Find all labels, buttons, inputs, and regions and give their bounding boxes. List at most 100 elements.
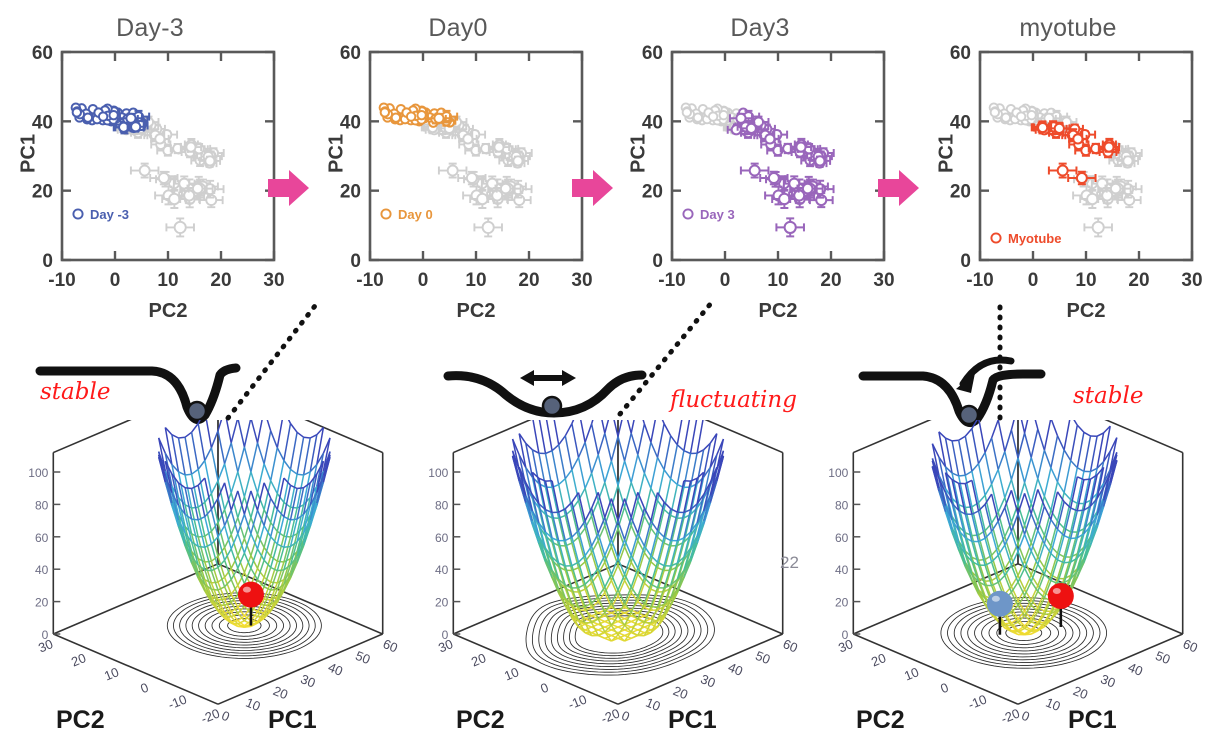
pc2-tick-label: 30 [836,636,855,655]
x-tick-label: 10 [465,270,486,291]
data-point [991,108,999,116]
legend-label: Day 0 [398,207,433,222]
x-tick-label: 10 [767,270,788,291]
progression-arrow-3 [878,168,920,208]
scatter-y-axis-label: PC1 [326,119,349,189]
highlighted-points [728,109,834,237]
scatter-legend: Myotube [991,231,1061,246]
x-tick-label: 20 [820,270,841,291]
data-point [417,111,425,119]
pc1-tick-label: 10 [244,695,263,714]
pc2-tick-label: 20 [469,650,488,669]
scatter-legend: Day -3 [73,207,129,222]
z-tick-label: 60 [835,531,849,545]
pc2-tick-label: -10 [966,692,989,713]
z-tick-label: 100 [828,466,848,480]
data-point [392,113,400,121]
double-arrow-icon [520,370,576,386]
red-marker-ball [1048,583,1074,609]
x-tick-label: 20 [1128,270,1149,291]
x-tick-label: 0 [1028,270,1039,291]
legend-marker-icon [381,209,390,218]
y-tick-label: 0 [652,251,663,272]
progression-arrow-1 [268,168,310,208]
pc2-tick-label: -10 [566,692,589,713]
highlighted-points [1032,121,1119,184]
data-point [1049,164,1077,178]
scatter-y-axis-label: PC1 [936,119,959,189]
x-tick-label: -10 [658,270,685,291]
landscape-pc2-label: PC2 [856,706,905,735]
pc2-tick-label: 0 [538,680,550,697]
pc2-tick-label: 20 [869,650,888,669]
data-point [1017,112,1025,120]
ball-icon [188,402,206,420]
z-tick-label: 80 [35,498,49,512]
data-point [131,164,159,178]
scatter-y-axis-label: PC1 [628,119,651,189]
pc2-tick-label: 30 [436,636,455,655]
pc1-tick-label: 60 [1181,636,1200,655]
z-tick-label: 40 [35,563,49,577]
pc1-tick-label: 0 [1020,708,1032,725]
progression-arrow-2 [572,168,614,208]
landscape-pc2-label: PC2 [56,706,105,735]
z-tick-label: 20 [35,596,49,610]
x-tick-label: 0 [720,270,731,291]
pc1-tick-label: 40 [1126,660,1145,679]
well-label-stable-1: stable [40,379,110,405]
data-point [84,113,92,121]
pc2-tick-label: 20 [69,650,88,669]
data-point [741,164,769,178]
background-points [422,117,532,237]
red-marker-ball [238,582,264,608]
x-tick-label: 20 [210,270,231,291]
z-tick-label: 20 [435,596,449,610]
z-tick-label: 80 [835,498,849,512]
scatter-legend: Day 0 [381,207,432,222]
contour-projection [526,595,714,675]
ball-icon [543,397,561,415]
x-tick-label: 30 [263,270,284,291]
pc2-tick-label: -20 [999,706,1022,727]
x-tick-label: 0 [110,270,121,291]
y-tick-label: 0 [960,251,971,272]
landscape-pc1-label: PC1 [1068,706,1117,735]
x-tick-label: 20 [518,270,539,291]
pc1-tick-label: 10 [1044,695,1063,714]
z-tick-label: 60 [35,531,49,545]
scatter-legend: Day 3 [683,207,734,222]
y-tick-label: 60 [642,43,663,64]
data-point [694,113,702,121]
x-tick-label: -10 [966,270,993,291]
z-tick-label: 40 [835,563,849,577]
well-label-stable-2: stable [1073,383,1143,409]
landscape-pc1-label: PC1 [668,706,717,735]
data-point [1084,218,1112,236]
data-point [439,164,467,178]
x-tick-label: 30 [1181,270,1202,291]
pc2-tick-label: -10 [166,692,189,713]
well-cartoon-fluctuating: fluctuating [420,345,690,430]
pc1-tick-label: 50 [753,648,772,667]
pc2-tick-label: 0 [138,680,150,697]
x-tick-label: 10 [157,270,178,291]
data-point [381,108,389,116]
pc2-tick-label: 0 [938,680,950,697]
z-tick-label: 60 [435,531,449,545]
well-cartoon-stable-1: stable [30,345,290,430]
pc1-tick-label: 40 [726,660,745,679]
legend-marker-icon [73,209,82,218]
